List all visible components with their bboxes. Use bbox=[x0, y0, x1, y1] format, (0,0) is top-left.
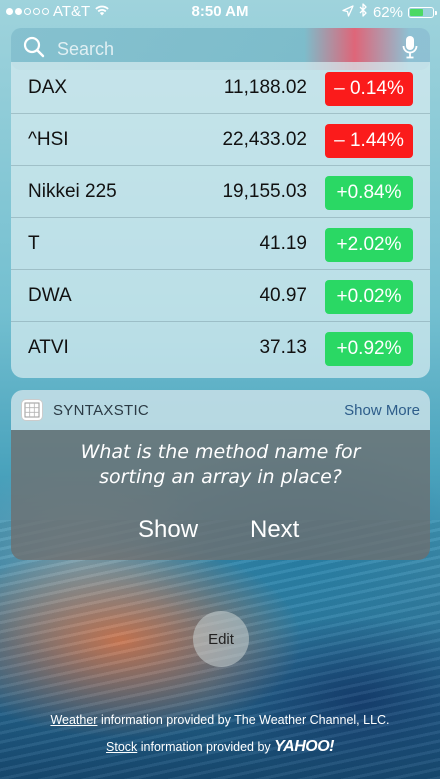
edit-widgets-button[interactable]: Edit bbox=[193, 611, 249, 667]
stock-change-badge[interactable]: +2.02% bbox=[325, 228, 413, 262]
stock-price: 22,433.02 bbox=[222, 129, 307, 150]
question-line: sorting an array in place? bbox=[99, 466, 342, 488]
show-more-button[interactable]: Show More bbox=[344, 402, 420, 419]
stock-symbol: T bbox=[28, 233, 40, 254]
next-card-button[interactable]: Next bbox=[250, 516, 300, 543]
stock-price: 40.97 bbox=[259, 285, 307, 306]
stock-attribution: Stock information provided by YAHOO! bbox=[0, 738, 440, 756]
stock-change-badge[interactable]: – 1.44% bbox=[325, 124, 413, 158]
search-input[interactable] bbox=[55, 37, 402, 61]
battery-percent: 62% bbox=[372, 3, 403, 21]
status-right: 62% bbox=[342, 3, 437, 21]
stock-row[interactable]: DAX 11,188.02 – 0.14% bbox=[11, 62, 430, 114]
widget-body: What is the method name for sorting an a… bbox=[11, 430, 430, 560]
carrier-name: AT&T bbox=[53, 3, 91, 20]
stock-row[interactable]: DWA 40.97 +0.02% bbox=[11, 270, 430, 322]
stock-symbol: DAX bbox=[28, 77, 68, 98]
stock-row[interactable]: T 41.19 +2.02% bbox=[11, 218, 430, 270]
stock-change-badge[interactable]: +0.92% bbox=[325, 332, 413, 366]
bluetooth-icon bbox=[359, 3, 368, 21]
stock-change-badge[interactable]: +0.84% bbox=[325, 176, 413, 210]
stock-price: 11,188.02 bbox=[223, 77, 307, 98]
stock-symbol: DWA bbox=[28, 285, 72, 306]
stock-price: 41.19 bbox=[259, 233, 307, 254]
stock-change-badge[interactable]: – 0.14% bbox=[325, 72, 413, 106]
battery-level-fill bbox=[410, 8, 423, 16]
widget-header: SYNTAXSTIC Show More bbox=[11, 390, 430, 430]
yahoo-logo[interactable]: YAHOO! bbox=[274, 738, 334, 755]
search-icon bbox=[23, 36, 45, 63]
stock-link[interactable]: Stock bbox=[106, 740, 138, 754]
syntaxstic-app-icon bbox=[21, 399, 43, 421]
stock-attribution-text: information provided by bbox=[137, 740, 275, 754]
stocks-widget: DAX 11,188.02 – 0.14% ^HSI 22,433.02 – 1… bbox=[11, 62, 430, 378]
weather-attribution-text: information provided by The Weather Chan… bbox=[97, 713, 390, 727]
show-answer-button[interactable]: Show bbox=[138, 516, 199, 543]
stock-symbol: Nikkei 225 bbox=[28, 181, 117, 202]
weather-attribution: Weather information provided by The Weat… bbox=[0, 713, 440, 727]
widget-title: SYNTAXSTIC bbox=[53, 402, 150, 419]
stock-change-badge[interactable]: +0.02% bbox=[325, 280, 413, 314]
stock-price: 19,155.03 bbox=[222, 181, 307, 202]
status-time: 8:50 AM bbox=[191, 3, 249, 20]
stock-symbol: ATVI bbox=[28, 337, 69, 358]
status-left: AT&T bbox=[6, 3, 110, 20]
wifi-icon bbox=[94, 3, 110, 20]
location-arrow-icon bbox=[342, 4, 354, 21]
stock-price: 37.13 bbox=[259, 337, 307, 358]
stock-symbol: ^HSI bbox=[28, 129, 69, 150]
flashcard-question: What is the method name for sorting an a… bbox=[31, 440, 410, 490]
stock-row[interactable]: ^HSI 22,433.02 – 1.44% bbox=[11, 114, 430, 166]
signal-dots-icon bbox=[6, 8, 49, 15]
battery-icon bbox=[408, 6, 437, 18]
question-line: What is the method name for bbox=[80, 441, 361, 463]
syntaxstic-widget: SYNTAXSTIC Show More What is the method … bbox=[11, 390, 430, 560]
stock-row[interactable]: Nikkei 225 19,155.03 +0.84% bbox=[11, 166, 430, 218]
stock-row[interactable]: ATVI 37.13 +0.92% bbox=[11, 322, 430, 374]
microphone-icon[interactable] bbox=[402, 35, 418, 64]
weather-link[interactable]: Weather bbox=[50, 713, 98, 727]
status-bar: AT&T 8:50 AM 62% bbox=[0, 0, 440, 22]
